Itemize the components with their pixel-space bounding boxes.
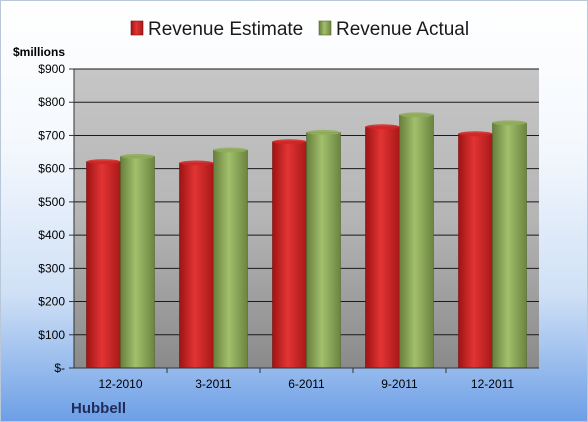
y-tick-label: $800: [38, 95, 65, 109]
bar-top: [272, 139, 307, 145]
y-tick-label: $500: [38, 195, 65, 209]
bar-estimate: [86, 161, 121, 369]
bar-top: [306, 129, 341, 135]
x-tick-label: 12-2010: [98, 377, 142, 391]
y-axis-label: $millions: [13, 45, 65, 59]
x-tick-label: 12-2011: [471, 377, 514, 391]
y-tick-label: $400: [38, 228, 65, 242]
bar-top: [399, 112, 434, 118]
legend-swatch: [318, 20, 332, 36]
bar-estimate: [272, 141, 307, 369]
legend-label: Revenue Actual: [336, 19, 469, 40]
bar-actual: [120, 156, 155, 369]
bar-top: [492, 120, 527, 126]
legend-swatch: [130, 20, 144, 36]
y-axis-ticks: $- $100 $200 $300 $400 $500 $600 $700 $800 $900: [38, 62, 74, 375]
bar-top: [86, 159, 121, 165]
bar-actual: [399, 114, 434, 369]
y-tick-label: $200: [38, 295, 65, 309]
bar-top: [213, 147, 248, 153]
bar-top: [458, 131, 493, 137]
y-tick-label: $300: [38, 261, 65, 275]
bar-estimate: [365, 126, 400, 369]
y-tick-label: $900: [38, 62, 65, 76]
bar-top: [120, 153, 155, 159]
legend: Revenue Estimate Revenue Actual: [130, 19, 469, 40]
bar-estimate: [458, 133, 493, 369]
bar-actual: [492, 122, 527, 369]
y-tick-label: $-: [54, 361, 65, 375]
company-name: Hubbell: [71, 400, 126, 417]
x-tick-label: 3-2011: [195, 377, 232, 391]
y-tick-label: $100: [38, 328, 65, 342]
bar-actual: [306, 132, 341, 369]
bar-estimate: [179, 162, 214, 369]
x-tick-label: 9-2011: [381, 377, 418, 391]
x-axis-ticks: 12-2010 3-2011 6-2011 9-2011 12-2011: [74, 367, 539, 391]
bar-actual: [213, 149, 248, 369]
bars: [86, 112, 527, 369]
bar-top: [179, 160, 214, 166]
legend-label: Revenue Estimate: [148, 19, 303, 40]
y-tick-label: $700: [38, 128, 65, 142]
y-tick-label: $600: [38, 162, 65, 176]
x-tick-label: 6-2011: [288, 377, 325, 391]
bar-top: [365, 124, 400, 130]
